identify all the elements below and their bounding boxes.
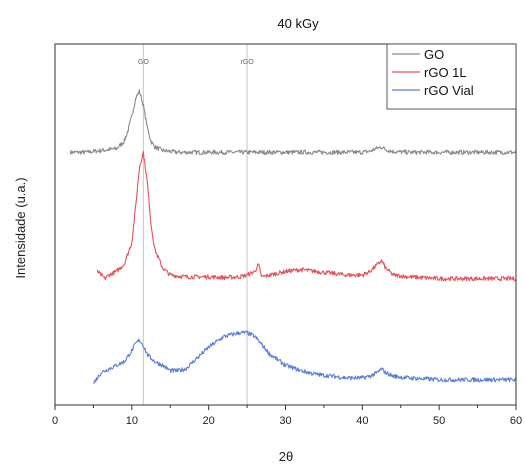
series-line-go: [69, 89, 517, 156]
series-line-rgo-1l: [96, 151, 517, 282]
x-tick-label: 40: [356, 415, 368, 427]
reference-lines: GO rGO: [138, 44, 254, 405]
y-axis-title: Intensidade (u.a.): [13, 177, 28, 278]
x-tick-label: 30: [279, 415, 291, 427]
x-axis-title: 2θ: [279, 449, 293, 464]
x-axis: 0 10 20 30 40 50 60: [52, 405, 522, 427]
x-tick-label: 10: [126, 415, 138, 427]
chart-title: 40 kGy: [277, 16, 319, 31]
reference-label-go: GO: [138, 59, 149, 66]
series-line-rgo-vial: [92, 330, 516, 384]
x-tick-label: 60: [510, 415, 522, 427]
series-layer: [69, 89, 517, 384]
legend-label-rgo-1l: rGO 1L: [424, 65, 467, 80]
x-tick-label: 20: [203, 415, 215, 427]
x-tick-label: 50: [433, 415, 445, 427]
x-tick-label: 0: [52, 415, 58, 427]
legend-label-go: GO: [424, 47, 444, 62]
legend: GO rGO 1L rGO Vial: [386, 43, 517, 110]
legend-label-rgo-vial: rGO Vial: [424, 83, 474, 98]
reference-label-rgo: rGO: [240, 59, 254, 66]
legend-box: [386, 43, 517, 110]
